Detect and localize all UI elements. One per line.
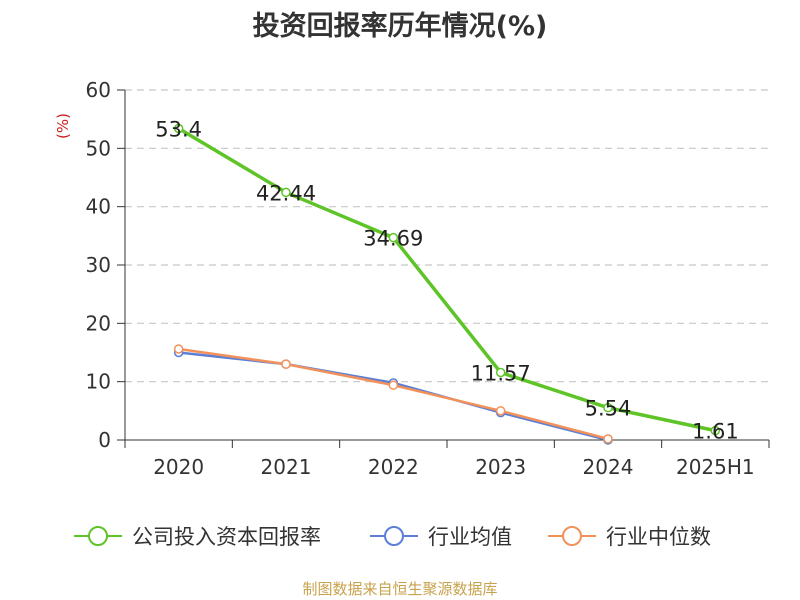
x-tick-label: 2025H1	[676, 455, 755, 479]
data-label: 34.69	[363, 227, 423, 251]
y-tick-label: 60	[86, 78, 111, 102]
x-tick-label: 2022	[368, 455, 419, 479]
legend-label-industry-median: 行业中位数	[606, 525, 711, 549]
y-tick-label: 40	[86, 195, 111, 219]
data-point	[173, 344, 184, 354]
y-tick-label: 10	[86, 370, 111, 394]
y-axis-label: (%)	[54, 113, 72, 139]
data-labels-layer: 53.4 42.44 34.69 11.57 5.54 1.61	[155, 118, 738, 444]
series-line-2	[178, 347, 609, 441]
data-point	[710, 425, 721, 436]
y-tick-label: 50	[86, 136, 111, 160]
data-point	[281, 359, 291, 369]
series-line-1	[178, 351, 609, 442]
x-tick-label: 2023	[475, 455, 526, 479]
y-tick-label: 0	[98, 428, 111, 452]
data-point	[603, 434, 613, 444]
axes: 0 10 20 30 40 50 60 2020 2021 2022 2023 2024 2025H1	[86, 78, 770, 479]
data-point	[495, 406, 506, 416]
y-tick-label: 30	[86, 253, 111, 277]
legend-item-company[interactable]: 公司投入资本回报率	[72, 520, 321, 552]
data-point	[603, 402, 613, 413]
data-label: 53.4	[155, 118, 202, 142]
legend-marker-industry-avg	[370, 526, 418, 546]
data-point	[388, 380, 399, 390]
grid-lines	[125, 89, 769, 383]
legend-label-company: 公司投入资本回报率	[132, 525, 321, 549]
legend-marker-company	[74, 526, 122, 546]
data-source: 制图数据来自恒生聚源数据库	[302, 580, 498, 598]
data-point	[388, 232, 399, 243]
data-point	[173, 123, 184, 134]
data-label: 5.54	[585, 397, 632, 421]
data-point	[495, 367, 506, 378]
data-point	[281, 187, 291, 198]
y-tick-label: 20	[86, 311, 111, 335]
data-label: 42.44	[256, 181, 316, 205]
data-label: 1.61	[692, 420, 739, 444]
x-tick-label: 2021	[261, 455, 312, 479]
legend-marker-industry-median	[548, 526, 596, 546]
series-layer	[173, 123, 721, 445]
legend-item-industry-median[interactable]: 行业中位数	[546, 520, 711, 552]
legend-label-industry-avg: 行业均值	[428, 525, 512, 549]
x-tick-label: 2024	[583, 455, 634, 479]
legend-item-industry-avg[interactable]: 行业均值	[368, 520, 512, 552]
chart-title: 投资回报率历年情况(%)	[252, 11, 548, 42]
data-label: 11.57	[471, 362, 531, 386]
series-line-0	[177, 126, 716, 433]
x-tick-label: 2020	[153, 455, 204, 479]
